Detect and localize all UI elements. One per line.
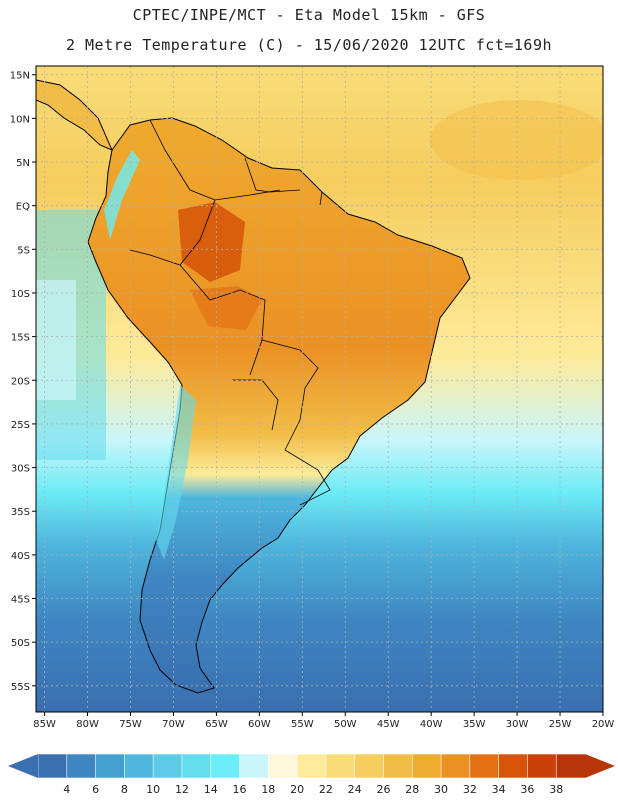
colorbar-segment [469,753,500,779]
lat-tick-label: 5N [16,158,30,169]
colorbar-label: 22 [319,783,333,796]
colorbar-segment [66,753,97,779]
lon-tick-label: 75W [119,719,142,730]
pacific-pale-band [36,280,76,400]
central-hot-area [190,286,262,330]
colorbar-segment [411,753,442,779]
lat-tick-label: 5S [17,245,30,256]
colorbar-segment [124,753,154,779]
colorbar-segment [555,753,586,779]
colorbar-segment [239,753,270,779]
lon-tick-label: 20W [592,719,615,730]
lon-tick-label: 65W [205,719,228,730]
lat-tick-label: 40S [11,551,30,562]
colorbar-segment [296,753,327,779]
lat-tick-label: 50S [11,638,30,649]
atlantic-warm-patch [430,100,603,180]
longitude-axis: 85W 80W 75W 70W 65W 60W 55W 50W 45W 40W 35W 30W 25W 2… [33,712,614,730]
lat-tick-label: 30S [11,464,30,475]
lat-tick-label: 35S [11,507,30,518]
lat-tick-label: EQ [16,202,30,213]
colorbar-label: 20 [290,783,304,796]
colorbar-segment [268,753,298,779]
colorbar-segment [95,753,126,779]
lon-tick-label: 25W [549,719,572,730]
colorbar-label: 6 [92,783,99,796]
lat-tick-label: 10N [10,114,30,125]
colorbar-label: 38 [549,783,563,796]
colorbar-label: 36 [520,783,534,796]
lat-tick-label: 10S [11,289,30,300]
colorbar-label: 34 [492,783,506,796]
amazon-hot-core [178,202,245,282]
lon-tick-label: 50W [334,719,357,730]
colorbar-low-arrow [8,754,38,778]
lon-tick-label: 85W [33,719,56,730]
latitude-axis: 15N 10N 5N EQ 5S 10S 15S 20S 25S 30S 35S 40S 45S 50S 5… [10,71,36,693]
colorbar-label: 24 [348,783,362,796]
lon-tick-label: 80W [76,719,99,730]
lon-tick-label: 45W [377,719,400,730]
colorbar: 4 6 8 10 12 14 16 18 20 22 24 26 28 30 32 34 36 38 [8,753,615,796]
southern-andes-strip [156,385,196,560]
colorbar-label: 18 [261,783,275,796]
lon-tick-label: 35W [463,719,486,730]
lon-tick-label: 55W [291,719,314,730]
colorbar-label: 30 [434,783,448,796]
colorbar-segment [152,753,183,779]
colorbar-label: 26 [376,783,390,796]
lat-tick-label: 45S [11,595,30,606]
colorbar-high-arrow [585,754,615,778]
colorbar-label: 12 [175,783,189,796]
colorbar-segment [181,753,212,779]
colorbar-segment [210,753,241,779]
colorbar-segment [527,753,558,779]
colorbar-label: 10 [146,783,160,796]
lon-tick-label: 30W [506,719,529,730]
lat-tick-label: 55S [11,682,30,693]
central-america-landmass [36,79,113,151]
lat-tick-label: 15N [10,71,30,82]
andes-cool-strip [104,150,140,240]
map-title-line1: CPTEC/INPE/MCT - Eta Model 15km - GFS [132,6,486,24]
colorbar-segment [383,753,414,779]
lat-tick-label: 15S [11,333,30,344]
lon-tick-label: 70W [162,719,185,730]
colorbar-label: 28 [405,783,419,796]
colorbar-label: 16 [233,783,247,796]
lat-tick-label: 20S [11,376,30,387]
colorbar-label: 4 [63,783,70,796]
colorbar-segment [440,753,471,779]
colorbar-segment [498,753,529,779]
colorbar-label: 8 [121,783,128,796]
lat-tick-label: 25S [11,420,30,431]
lon-tick-label: 60W [248,719,271,730]
map-title-line2: 2 Metre Temperature (C) - 15/06/2020 12U… [65,36,553,54]
map-frame [35,65,604,713]
colorbar-label: 14 [204,783,218,796]
lon-tick-label: 40W [420,719,443,730]
colorbar-segment [354,753,385,779]
colorbar-segment [325,753,356,779]
colorbar-label: 32 [463,783,477,796]
colorbar-segment [37,753,68,779]
